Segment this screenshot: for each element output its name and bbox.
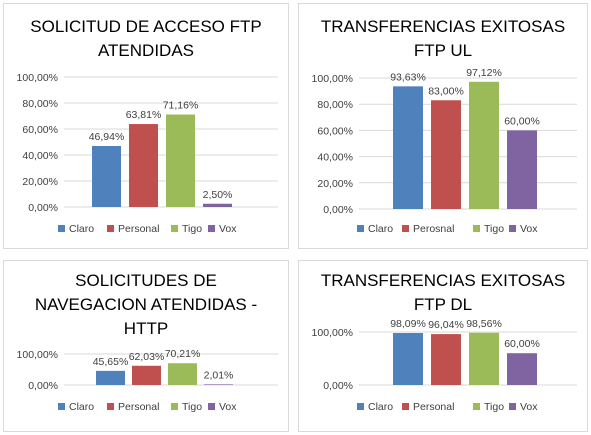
bar-tigo: [469, 81, 499, 209]
data-label: 2,01%: [204, 369, 234, 381]
legend-label: Tigo: [182, 401, 202, 413]
legend-swatch: [171, 403, 178, 410]
legend-swatch: [58, 403, 65, 410]
bar-claro: [393, 86, 423, 209]
y-tick-label: 100,00%: [17, 72, 58, 84]
chart-panel-http: SOLICITUDES DE NAVEGACION ATENDIDAS - HTTP…: [3, 260, 289, 432]
chart-title-line: NAVEGACION ATENDIDAS -: [35, 295, 257, 314]
legend-label: Claro: [368, 401, 393, 413]
chart-title-line: TRANSFERENCIAS EXITOSAS: [321, 271, 565, 290]
data-label: 70,21%: [165, 348, 201, 360]
y-tick-label: 80,00%: [22, 98, 58, 110]
chart-title-line: HTTP: [124, 319, 168, 338]
legend-label: Vox: [219, 223, 237, 235]
legend-swatch: [58, 225, 65, 232]
chart-http: SOLICITUDES DE NAVEGACION ATENDIDAS - HTTP…: [17, 271, 278, 413]
y-tick-label: 40,00%: [317, 152, 353, 164]
chart-ftp-dl: TRANSFERENCIAS EXITOSAS FTP DL 100,00% 0,00…: [312, 271, 577, 413]
chart-title-line: ATENDIDAS: [98, 41, 194, 60]
bar-personal: [431, 334, 461, 385]
data-label: 63,81%: [126, 109, 162, 121]
legend-label: Tigo: [182, 223, 202, 235]
y-tick-label: 40,00%: [22, 150, 58, 162]
y-tick-label: 80,00%: [317, 99, 353, 111]
legend-swatch: [402, 225, 409, 232]
bar-claro: [92, 145, 121, 207]
bar-tigo: [469, 332, 499, 385]
data-label: 46,94%: [89, 131, 125, 143]
legend-label: Tigo: [484, 401, 504, 413]
legend-swatch: [208, 225, 215, 232]
data-label: 96,04%: [428, 319, 464, 331]
y-tick-label: 100,00%: [17, 349, 58, 361]
chart-title-line: FTP UL: [414, 41, 472, 60]
legend-swatch: [402, 403, 409, 410]
data-label: 45,65%: [93, 356, 129, 368]
data-label: 93,63%: [390, 71, 426, 83]
y-tick-label: 100,00%: [312, 73, 353, 85]
data-label: 62,03%: [129, 351, 165, 363]
chart-title-line: SOLICITUD DE ACCESO FTP: [30, 17, 261, 36]
legend-swatch: [509, 225, 516, 232]
chart-panel-ftp-access: SOLICITUD DE ACCESO FTP ATENDIDAS 100,00% 8…: [3, 3, 289, 249]
legend-swatch: [107, 403, 114, 410]
chart-title-line: FTP DL: [414, 295, 472, 314]
legend-swatch: [473, 225, 480, 232]
legend-label: Claro: [368, 223, 393, 235]
chart-panel-ftp-dl: TRANSFERENCIAS EXITOSAS FTP DL 100,00% 0,00…: [298, 260, 588, 432]
legend-label: Vox: [520, 223, 538, 235]
y-tick-label: 20,00%: [317, 178, 353, 190]
data-label: 2,50%: [203, 189, 233, 201]
bar-vox: [203, 203, 232, 207]
bar-personal: [129, 124, 158, 207]
chart-title-line: SOLICITUDES DE: [75, 271, 217, 290]
data-label: 98,56%: [466, 318, 502, 330]
chart-panel-ftp-ul: TRANSFERENCIAS EXITOSAS FTP UL 100,00% 80,0…: [298, 3, 588, 249]
bar-tigo: [168, 363, 197, 385]
bar-perosnal: [431, 100, 461, 209]
bar-claro: [96, 370, 125, 385]
legend-swatch: [208, 403, 215, 410]
legend-swatch: [107, 225, 114, 232]
legend-label: Personal: [413, 401, 454, 413]
bar-tigo: [166, 114, 195, 207]
bar-vox: [507, 130, 537, 209]
chart-ftp-access: SOLICITUD DE ACCESO FTP ATENDIDAS 100,00% 8…: [17, 17, 278, 235]
y-tick-label: 60,00%: [22, 124, 58, 136]
legend-label: Tigo: [484, 223, 504, 235]
data-label: 71,16%: [163, 99, 199, 111]
data-label: 97,12%: [466, 67, 502, 79]
legend-swatch: [473, 403, 480, 410]
legend-swatch: [509, 403, 516, 410]
legend-label: Personal: [118, 223, 159, 235]
y-tick-label: 60,00%: [317, 125, 353, 137]
y-tick-label: 0,00%: [323, 380, 353, 392]
legend-label: Vox: [219, 401, 237, 413]
bar-vox: [204, 384, 233, 385]
y-tick-label: 0,00%: [28, 202, 58, 214]
chart-ftp-ul: TRANSFERENCIAS EXITOSAS FTP UL 100,00% 80,0…: [312, 17, 577, 235]
data-label: 83,00%: [428, 85, 464, 97]
data-label: 60,00%: [504, 338, 540, 350]
data-label: 98,09%: [390, 318, 426, 330]
chart-title-line: TRANSFERENCIAS EXITOSAS: [321, 17, 565, 36]
y-tick-label: 20,00%: [22, 176, 58, 188]
bar-personal: [132, 365, 161, 385]
bar-claro: [393, 333, 423, 385]
legend-swatch: [357, 403, 364, 410]
y-tick-label: 0,00%: [323, 204, 353, 216]
bar-vox: [507, 353, 537, 385]
legend-label: Claro: [69, 223, 94, 235]
legend-swatch: [171, 225, 178, 232]
y-tick-label: 100,00%: [312, 327, 353, 339]
legend-swatch: [357, 225, 364, 232]
y-tick-label: 0,00%: [28, 380, 58, 392]
data-label: 60,00%: [504, 115, 540, 127]
legend-label: Vox: [520, 401, 538, 413]
legend-label: Perosnal: [413, 223, 454, 235]
legend-label: Claro: [69, 401, 94, 413]
legend-label: Personal: [118, 401, 159, 413]
